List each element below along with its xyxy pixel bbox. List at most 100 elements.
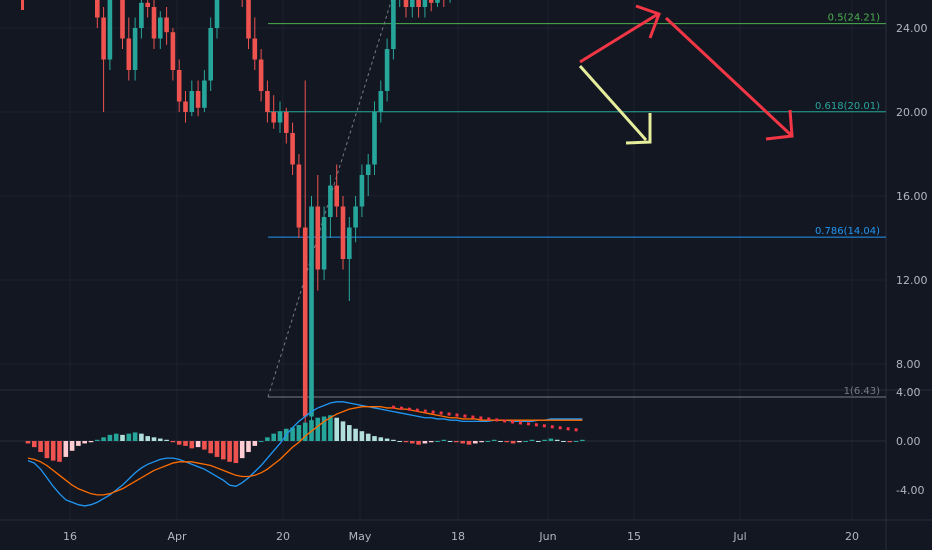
macd-histogram-bar [510,441,516,444]
candle-body [120,0,125,39]
macd-histogram-bar [239,441,245,459]
macd-histogram-bar [321,416,327,441]
candle-body [132,28,138,70]
macd-histogram-bar [164,439,169,441]
x-tick-label: 15 [627,530,641,543]
macd-y-tick-label: 0.00 [896,435,921,448]
macd-histogram-bar [25,441,31,444]
macd-histogram-bar [428,441,434,443]
candle-body [328,185,333,217]
macd-histogram-bar [397,441,402,442]
forecast-arrows [578,4,794,145]
x-tick-label: 16 [63,530,77,543]
candle-body [315,206,321,270]
macd-histogram-bar [258,441,264,442]
macd-histogram-bar [479,441,484,443]
candle-body [265,91,270,112]
candle-body [302,227,308,417]
candle-body [164,17,169,33]
candle-body [309,206,314,417]
fib-level-label: 0.5(24.21) [828,13,880,24]
macd-histogram-bar [271,433,276,441]
macd-histogram-bar [69,441,75,451]
macd-histogram-bar [359,431,365,441]
macd-histogram-bar [473,441,478,444]
candle-body [416,0,421,7]
macd-histogram-bar [410,441,415,444]
price-axis[interactable]: 8.0012.0016.0020.0024.0028.0032.004.000.… [890,0,932,497]
macd-histogram-bar [504,441,510,443]
macd-histogram-bar [195,441,201,448]
y-tick-label: 12.00 [896,274,928,287]
macd-histogram-bar [82,441,87,444]
macd-histogram-bar [139,433,144,441]
macd-histogram-bar [170,441,176,443]
x-tick-label: Jul [732,530,746,543]
candle-body [252,38,258,60]
macd-histogram-bar [567,441,573,443]
x-tick-label: May [349,530,372,543]
red-arrow-up-head [635,4,661,39]
candle-body [353,206,358,228]
macd-histogram-bar [277,431,283,441]
candle-body [365,164,371,175]
macd-histogram-bar [523,441,528,442]
macd-histogram-bar [183,441,188,446]
candle-body [347,227,352,259]
macd-histogram-bar [63,441,69,457]
candle-body [359,175,365,207]
red-arrow-down-head [765,109,794,141]
candle-body [410,0,415,7]
macd-histogram-bar [88,441,94,443]
x-tick-label: 20 [845,530,859,543]
candle-body [422,0,428,7]
candle-body [107,0,113,60]
candle-body [139,2,144,29]
macd-histogram-bar [542,439,547,441]
macd-histogram-bar [113,433,119,441]
fib-level-label: 0.618(20.01) [815,101,880,112]
macd-histogram-bar [296,425,302,441]
y-tick-label: 24.00 [896,22,928,35]
macd-histogram-bar [466,441,472,445]
macd-histogram-bar [485,441,491,442]
macd-histogram-bar [334,417,339,441]
x-tick-label: Jun [538,530,556,543]
macd-histogram-bar [246,441,251,453]
macd-histogram-bar [529,439,535,441]
macd-histogram-bar [290,427,295,441]
candle-body [296,164,302,228]
macd-histogram-bar [101,437,106,441]
yellow-arrow-head [625,113,652,145]
candle-body [372,112,377,165]
macd-histogram-bar [536,441,541,442]
macd-histogram-bar [107,434,113,441]
macd-histogram-bar [491,439,497,441]
time-axis[interactable]: 16 Apr 20 May 18 Jun 15 Jul 20 [63,530,859,543]
candle-body [384,49,390,91]
macd-histogram-bar [353,428,358,441]
macd-histogram-bar [120,434,125,441]
macd-histogram-bar [95,439,100,441]
macd-histogram-bar [403,441,409,443]
candle-body [145,2,150,7]
macd-histogram-bar [340,421,346,441]
macd-histogram-bar [44,441,50,459]
candle-body [176,70,182,102]
macd-histogram-bar [151,437,157,441]
macd-histogram-bar [384,438,390,441]
macd-histogram-bar [32,441,37,448]
macd-histogram-bar [548,438,554,441]
candlestick-series [21,0,451,438]
macd-y-tick-label: 4.00 [896,386,921,399]
macd-histogram-bar [132,432,138,441]
candle-body [208,28,213,81]
macd-histogram-bar [573,441,579,442]
macd-histogram-bar [233,441,239,464]
candle-body [403,0,409,7]
macd-histogram-bar [76,441,81,446]
macd-y-tick-label: -4.00 [896,484,924,497]
candle-body [151,7,157,39]
